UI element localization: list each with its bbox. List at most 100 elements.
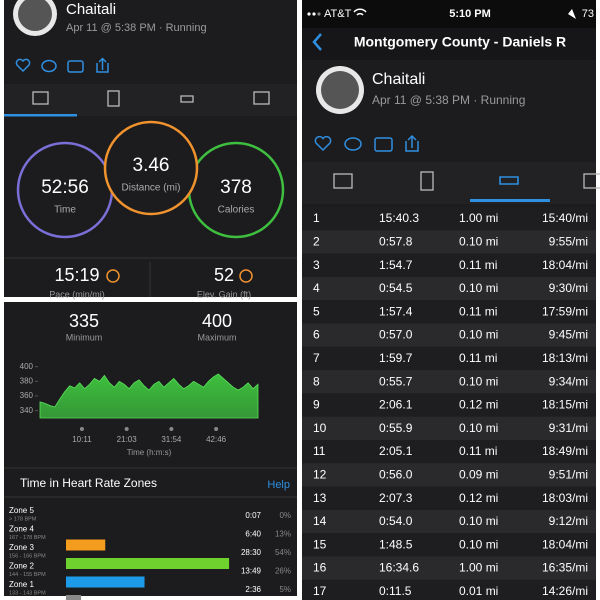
signal <box>312 12 316 16</box>
lap-distance: 0.10 mi <box>459 537 498 551</box>
zone-time: 2:36 <box>245 585 261 594</box>
stat-label: Distance (mi) <box>122 183 181 194</box>
tab-laps[interactable] <box>180 95 194 103</box>
wifi-icon <box>353 8 367 16</box>
lap-pace: 18:49/mi <box>542 444 588 458</box>
lap-pace: 9:55/mi <box>549 234 588 248</box>
lap-pace: 9:12/mi <box>549 514 588 528</box>
lap-distance: 0.12 mi <box>459 398 498 412</box>
zones-title: Time in Heart Rate Zones <box>20 476 157 490</box>
action-icons <box>15 57 109 73</box>
stat-value: 3.46 <box>133 155 170 176</box>
lap-time: 2:06.1 <box>379 398 413 412</box>
user-name: Chaitali <box>372 71 425 88</box>
zone-name: Zone 4 <box>9 525 34 534</box>
lap-time: 0:54.0 <box>379 514 413 528</box>
lap-distance: 1.00 mi <box>459 211 498 225</box>
lap-time: 0:57.0 <box>379 328 413 342</box>
lap-time: 1:59.7 <box>379 351 413 365</box>
y-tick-label: 340 <box>20 406 34 415</box>
share-icon[interactable] <box>405 134 419 152</box>
lap-number: 13 <box>313 491 327 505</box>
lap-time: 0:55.7 <box>379 374 413 388</box>
table-row <box>302 440 596 464</box>
stat-label: Calories <box>218 205 255 216</box>
lap-time: 16:34.6 <box>379 561 419 575</box>
lap-distance: 0.09 mi <box>459 467 498 481</box>
share-icon[interactable] <box>96 57 109 73</box>
tab-laps[interactable] <box>499 176 519 185</box>
comment-icon[interactable] <box>344 137 362 151</box>
help-link[interactable]: Help <box>267 479 290 491</box>
lap-distance: 0.11 mi <box>459 444 497 458</box>
lap-pace: 17:59/mi <box>542 304 588 318</box>
tab-overview[interactable] <box>333 173 353 189</box>
lap-pace: 18:15/mi <box>542 398 588 412</box>
lap-distance: 0.10 mi <box>459 281 498 295</box>
stat-circle <box>103 120 199 216</box>
lap-time: 15:40.3 <box>379 211 419 225</box>
table-row <box>302 463 596 487</box>
like-icon[interactable] <box>314 135 332 152</box>
lap-distance: 0.10 mi <box>459 374 498 388</box>
x-tick-label: 10:11 <box>72 435 92 444</box>
signal <box>317 12 321 16</box>
x-tick-label: 31:54 <box>161 435 182 444</box>
zone-time: 13:49 <box>241 567 262 576</box>
pace-label: Pace (min/mi) <box>49 289 105 299</box>
zone-percent: 5% <box>279 585 291 594</box>
lap-number: 16 <box>313 561 327 575</box>
panel <box>4 302 297 596</box>
activity-info: Apr 11 @ 5:38 PM · Running <box>66 22 207 34</box>
lap-pace: 18:04/mi <box>542 258 588 272</box>
lap-pace: 14:26/mi <box>542 584 588 598</box>
elevation-label: Elev. Gain (ft) <box>197 289 251 299</box>
x-axis-label: Time (h:m:s) <box>127 448 172 457</box>
zone-name: Zone 2 <box>9 562 34 571</box>
lap-pace: 18:04/mi <box>542 537 588 551</box>
zone-range: 133 - 143 BPM <box>9 590 46 596</box>
lap-number: 6 <box>313 328 320 342</box>
like-icon[interactable] <box>15 58 31 73</box>
x-tick <box>214 427 219 431</box>
x-tick-label: 42:46 <box>206 435 227 444</box>
x-tick <box>124 427 129 431</box>
zone-name: Zone 1 <box>9 580 34 589</box>
heart-rate-panel: 335 Minimum 400 Maximum Time (h:m:s) Tim… <box>4 302 297 600</box>
zone-name: Zone 5 <box>9 506 34 515</box>
max-label: Maximum <box>197 332 236 342</box>
lap-pace: 9:51/mi <box>549 467 588 481</box>
table-row <box>302 486 596 510</box>
tab-charts[interactable] <box>253 91 270 105</box>
table-row <box>302 393 596 417</box>
lap-pace: 16:35/mi <box>542 561 588 575</box>
tab-overview[interactable] <box>32 91 49 105</box>
min-label: Minimum <box>66 332 103 342</box>
comment-icon[interactable] <box>41 59 57 73</box>
max-value: 400 <box>202 311 232 331</box>
table-row <box>302 579 596 600</box>
y-tick-label: 400 <box>20 362 34 371</box>
tab-stats[interactable] <box>107 90 120 107</box>
tab-stats[interactable] <box>420 171 434 191</box>
lap-number: 14 <box>313 514 327 528</box>
camera-icon[interactable] <box>67 60 84 73</box>
camera-icon[interactable] <box>374 137 393 152</box>
zone-range: 144 - 155 BPM <box>9 572 46 578</box>
lap-number: 5 <box>313 304 320 318</box>
y-tick-label: 360 <box>20 391 34 400</box>
signal <box>307 12 311 16</box>
lap-number: 1 <box>313 211 320 225</box>
tab-bar <box>4 84 297 116</box>
tab-charts[interactable] <box>583 173 600 189</box>
table-row <box>302 230 596 254</box>
lap-time: 0:55.9 <box>379 421 413 435</box>
lap-time: 0:57.8 <box>379 234 413 248</box>
back-button[interactable] <box>312 33 322 51</box>
stat-value: 52:56 <box>41 177 89 198</box>
laps-panel: AT&T 5:10 PM 73 Montgomery County - Dani… <box>302 0 600 600</box>
lap-pace: 9:30/mi <box>549 281 588 295</box>
summary-panel: Chaitali Apr 11 @ 5:38 PM · Running 52:5… <box>4 0 297 299</box>
lap-time: 0:11.5 <box>379 584 412 598</box>
stat-value: 378 <box>220 177 252 198</box>
